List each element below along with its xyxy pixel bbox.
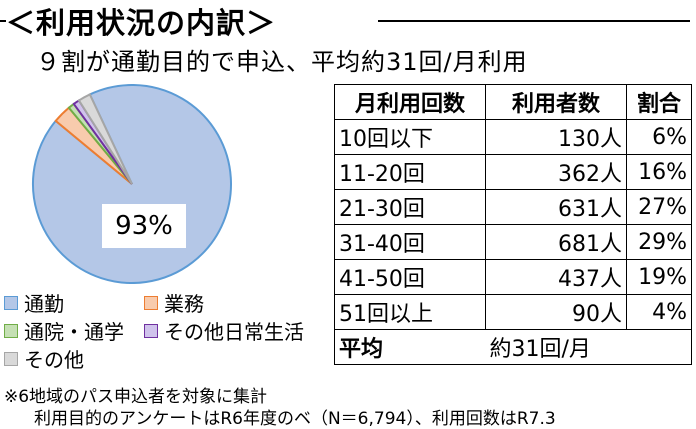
- cell-frequency: 51回以上: [334, 294, 486, 330]
- cell-ratio: 6%: [626, 119, 692, 155]
- cell-ratio: 16%: [626, 154, 692, 190]
- table-average-row: 平均 約31回/月: [334, 329, 692, 365]
- cell-users: 90人: [485, 294, 627, 330]
- table-row: 51回以上 90人 4%: [334, 294, 692, 330]
- table-header-row: 月利用回数 利用者数 割合: [334, 84, 692, 120]
- table-row: 11-20回 362人 16%: [334, 154, 692, 190]
- cell-ratio: 27%: [626, 189, 692, 225]
- page-subtitle: ９割が通勤目的で申込、平均約31回/月利用: [36, 48, 528, 76]
- legend-label: 業務: [164, 292, 204, 316]
- cell-frequency: 11-20回: [334, 154, 486, 190]
- pie-slice-4: [77, 93, 133, 185]
- legend-swatch: [144, 295, 158, 310]
- average-value: 約31回/月: [485, 329, 692, 365]
- table-row: 31-40回 681人 29%: [334, 224, 692, 260]
- legend-item-other: その他: [4, 344, 84, 373]
- cell-ratio: 29%: [626, 224, 692, 260]
- legend-item-hospital-school: 通院・通学: [4, 316, 124, 345]
- page-title: ＜利用状況の内訳＞: [6, 6, 277, 40]
- cell-users: 437人: [485, 259, 627, 295]
- cell-ratio: 19%: [626, 259, 692, 295]
- table-row: 41-50回 437人 19%: [334, 259, 692, 295]
- legend-item-business: 業務: [144, 288, 204, 317]
- legend-label: 通勤: [24, 292, 64, 316]
- pie-svg: [32, 84, 232, 284]
- legend-swatch: [4, 351, 18, 366]
- legend-swatch: [4, 295, 18, 310]
- cell-frequency: 10回以下: [334, 119, 486, 155]
- legend-label: その他: [24, 348, 84, 372]
- usage-table: 月利用回数 利用者数 割合 10回以下 130人 6% 11-20回 362人 …: [334, 84, 692, 365]
- cell-frequency: 21-30回: [334, 189, 486, 225]
- footnote-line-1: ※6地域のパス申込者を対象に集計: [4, 387, 268, 407]
- table-row: 21-30回 631人 27%: [334, 189, 692, 225]
- cell-frequency: 31-40回: [334, 224, 486, 260]
- legend-swatch: [144, 323, 158, 338]
- col-header-ratio: 割合: [626, 84, 692, 120]
- cell-ratio: 4%: [626, 294, 692, 330]
- average-label: 平均: [334, 329, 486, 365]
- title-rule-left: [0, 20, 6, 22]
- pie-chart: 93%: [6, 84, 266, 284]
- legend-item-other-daily: その他日常生活: [144, 316, 304, 345]
- col-header-users: 利用者数: [485, 84, 627, 120]
- legend-item-commute: 通勤: [4, 288, 64, 317]
- legend-label: 通院・通学: [24, 320, 124, 344]
- table-row: 10回以下 130人 6%: [334, 119, 692, 155]
- footnote-line-2: 利用目的のアンケートはR6年度のベ（N＝6,794）、利用回数はR7.3: [34, 409, 556, 429]
- legend-label: その他日常生活: [164, 320, 304, 344]
- cell-users: 681人: [485, 224, 627, 260]
- cell-users: 631人: [485, 189, 627, 225]
- cell-users: 130人: [485, 119, 627, 155]
- cell-users: 362人: [485, 154, 627, 190]
- legend-swatch: [4, 323, 18, 338]
- pie-data-label: 93%: [102, 204, 186, 248]
- title-rule: [378, 20, 690, 22]
- col-header-frequency: 月利用回数: [334, 84, 486, 120]
- cell-frequency: 41-50回: [334, 259, 486, 295]
